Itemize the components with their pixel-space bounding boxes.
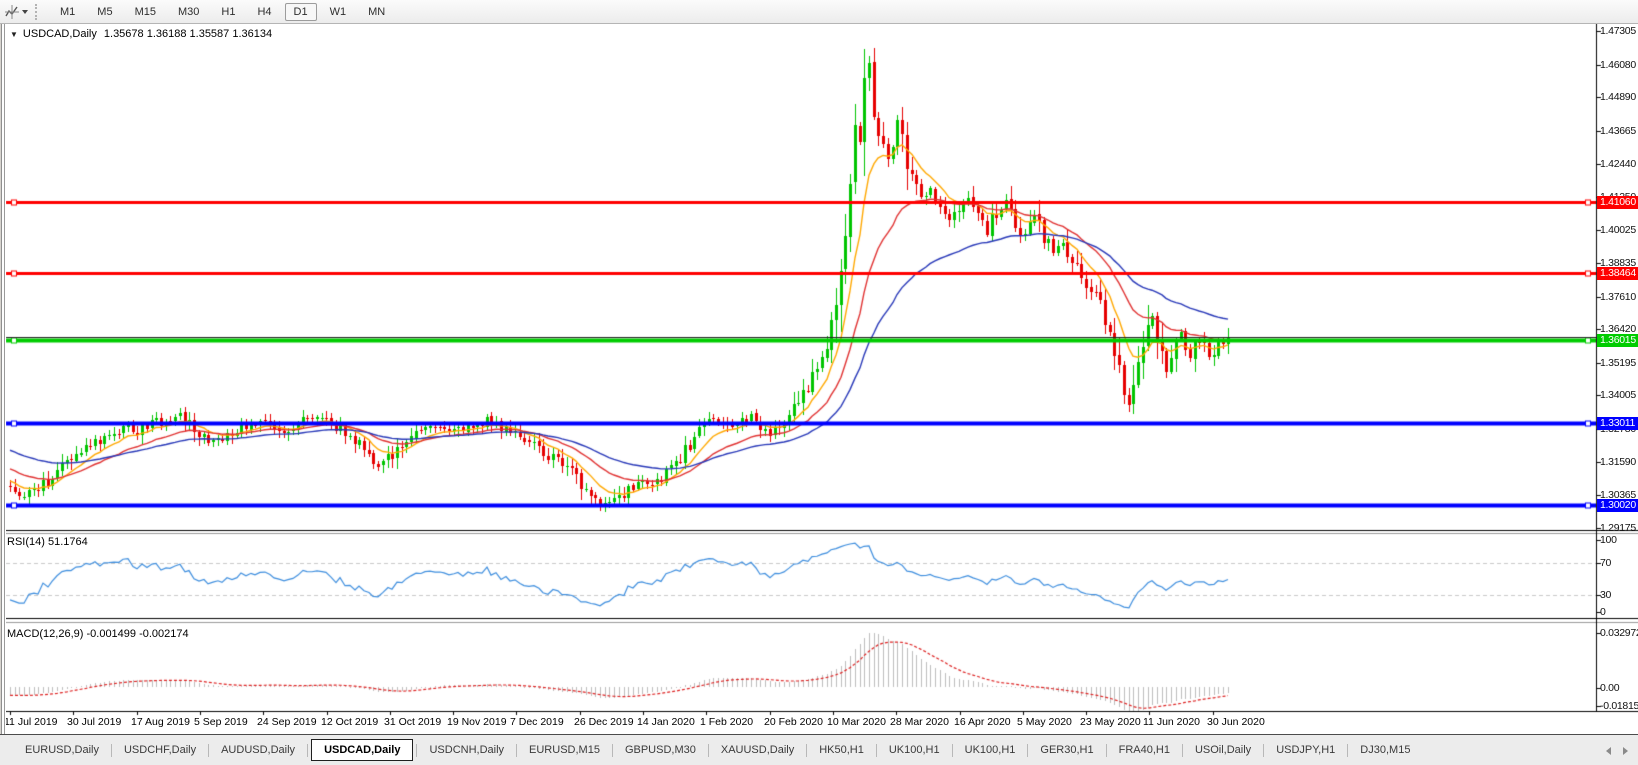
timeframe-button-d1[interactable]: D1 (284, 2, 317, 21)
chart-tabs: EURUSD,Daily USDCHF,Daily AUDUSD,Daily USDC… (16, 739, 1419, 761)
rsi-indicator-value: 51.1764 (47, 536, 88, 548)
chart-tab-usdchf-daily[interactable]: USDCHF,Daily (123, 744, 197, 756)
timeframe-button-m30[interactable]: M30 (177, 5, 200, 18)
tab-separator (707, 743, 709, 757)
tab-separator (1181, 743, 1183, 757)
tab-separator (110, 743, 112, 757)
macd-indicator-values: -0.001499 -0.002174 (86, 628, 189, 640)
chart-tab-gbpusd-m30[interactable]: GBPUSD,M30 (624, 744, 696, 756)
chart-tab-usoil-daily[interactable]: USOil,Daily (1194, 744, 1252, 756)
tab-separator (1347, 743, 1349, 757)
tab-separator (611, 743, 613, 757)
tool-dropdown-icon[interactable] (22, 9, 28, 14)
chart-tab-eurusd-m15[interactable]: EURUSD,M15 (529, 744, 600, 756)
tab-scroll-controls (1606, 747, 1628, 755)
rsi-indicator-name: RSI(14) (7, 536, 45, 548)
toolbar-grip (35, 3, 41, 20)
chart-collapse-icon[interactable]: ▼ (10, 30, 18, 39)
top-toolbar: M1 M5 M15 M30 H1 H4 D1 W1 MN (0, 0, 1638, 24)
timeframe-button-m1[interactable]: M1 (60, 5, 76, 18)
chart-tab-hk50-h1[interactable]: HK50,H1 (819, 744, 864, 756)
tab-separator (1263, 743, 1265, 757)
chart-window: ▼ USDCAD,Daily 1.35678 1.36188 1.35587 1.3… (0, 24, 1638, 734)
chart-symbol: USDCAD,Daily (22, 28, 97, 40)
chart-tab-xauusd-daily[interactable]: XAUUSD,Daily (720, 744, 795, 756)
chart-tab-dj30-m15[interactable]: DJ30,M15 (1360, 744, 1411, 756)
chart-tab-eurusd-daily[interactable]: EURUSD,Daily (25, 744, 99, 756)
timeframe-button-m15[interactable]: M15 (134, 5, 156, 18)
chart-tab-bar: EURUSD,Daily USDCHF,Daily AUDUSD,Daily USDC… (0, 734, 1638, 765)
tabs-scroll-right-icon[interactable] (1623, 747, 1628, 755)
chart-tab-fra40-h1[interactable]: FRA40,H1 (1118, 744, 1170, 756)
timeframe-buttons: M1 M5 M15 M30 H1 H4 D1 W1 MN (49, 2, 396, 21)
tabs-scroll-left-icon[interactable] (1606, 747, 1611, 755)
tab-separator (307, 743, 309, 757)
timeframe-button-mn[interactable]: MN (368, 5, 386, 18)
timeframe-button-h1[interactable]: H1 (221, 5, 236, 18)
tab-separator (806, 743, 808, 757)
chart-ohlc-values: 1.35678 1.36188 1.35587 1.36134 (103, 28, 273, 40)
crosshair-tool-icon[interactable] (3, 3, 21, 21)
tab-separator (951, 743, 953, 757)
tab-separator (875, 743, 877, 757)
chart-tab-ger30-h1[interactable]: GER30,H1 (1040, 744, 1094, 756)
chart-title: ▼ USDCAD,Daily 1.35678 1.36188 1.35587 1.3… (10, 28, 272, 40)
macd-indicator-name: MACD(12,26,9) (7, 628, 84, 640)
tab-separator (208, 743, 210, 757)
chart-tab-usdjpy-h1[interactable]: USDJPY,H1 (1276, 744, 1336, 756)
macd-pane-label: MACD(12,26,9) -0.001499 -0.002174 (7, 628, 189, 640)
tab-separator (516, 743, 518, 757)
rsi-pane-label: RSI(14) 51.1764 (7, 536, 88, 548)
timeframe-button-w1[interactable]: W1 (329, 5, 347, 18)
chart-tab-usdcad-daily[interactable]: USDCAD,Daily (311, 739, 414, 761)
price-chart-canvas[interactable] (0, 24, 1638, 734)
tab-separator (416, 743, 418, 757)
chart-tab-usdcnh-daily[interactable]: USDCNH,Daily (429, 744, 505, 756)
timeframe-button-m5[interactable]: M5 (97, 5, 113, 18)
timeframe-button-h4[interactable]: H4 (257, 5, 272, 18)
tab-separator (1027, 743, 1029, 757)
chart-tab-uk100-h1[interactable]: UK100,H1 (888, 744, 940, 756)
chart-tab-uk100-h1[interactable]: UK100,H1 (964, 744, 1016, 756)
chart-tab-audusd-daily[interactable]: AUDUSD,Daily (221, 744, 296, 756)
tab-separator (1105, 743, 1107, 757)
